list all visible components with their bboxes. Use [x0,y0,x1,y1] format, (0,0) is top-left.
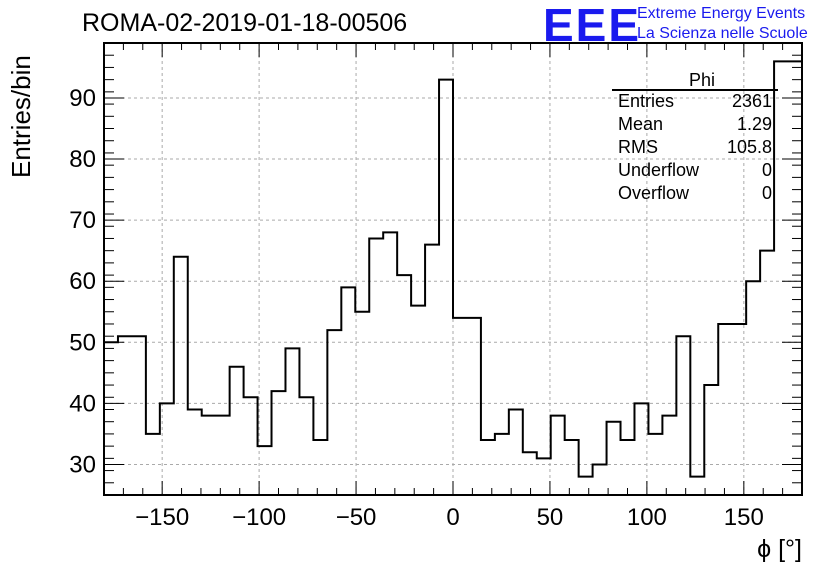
stats-box: Phi Entries 2361 Mean 1.29 RMS 105.8 Und… [612,70,778,205]
stats-label: Overflow [618,183,690,203]
y-tick-label: 90 [69,85,96,112]
stats-value: 1.29 [736,114,772,134]
y-tick-label: 50 [69,329,96,356]
plot-frame [103,42,803,496]
stats-value: 2361 [731,91,772,111]
chart-title: ROMA-02-2019-01-18-00506 [82,9,408,37]
stats-label: Mean [618,114,664,134]
tick-labels: −150 −100 −50 0 50 100 150 30 40 50 60 70 80 90 [69,85,764,531]
x-tick-label: 0 [446,504,459,531]
eee-logo: EEE [543,0,642,51]
stats-row-rms: RMS 105.8 [618,136,772,159]
y-tick-label: 70 [69,207,96,234]
logo-line-1: Extreme Energy Events [637,5,806,22]
x-tick-label: −150 [135,504,189,531]
y-tick-label: 40 [69,390,96,417]
logo-line-2: La Scienza nelle Scuole [637,25,808,42]
stats-label: RMS [618,137,658,157]
stats-label: Underflow [618,160,700,180]
stats-title: Phi [688,70,715,90]
stats-row-mean: Mean 1.29 [618,113,772,136]
x-tick-label: −50 [336,504,377,531]
histogram-step-line [104,60,802,478]
axis-ticks [103,42,803,496]
stats-row-underflow: Underflow 0 [618,159,772,182]
x-tick-label: 50 [537,504,564,531]
x-tick-label: 100 [627,504,667,531]
stats-value: 0 [761,183,772,203]
x-tick-label: −100 [232,504,286,531]
y-tick-label: 30 [69,451,96,478]
y-tick-label: 80 [69,146,96,173]
stats-divider [612,89,778,91]
y-axis-label: Entries/bin [6,55,36,178]
stats-row-overflow: Overflow 0 [618,182,772,205]
x-axis-label: ϕ [°] [757,535,802,563]
y-tick-label: 60 [69,268,96,295]
stats-row-entries: Entries 2361 [618,90,772,113]
x-tick-label: 150 [724,504,764,531]
stats-value: 105.8 [726,137,772,157]
stats-label: Entries [618,91,675,111]
stats-value: 0 [761,160,772,180]
